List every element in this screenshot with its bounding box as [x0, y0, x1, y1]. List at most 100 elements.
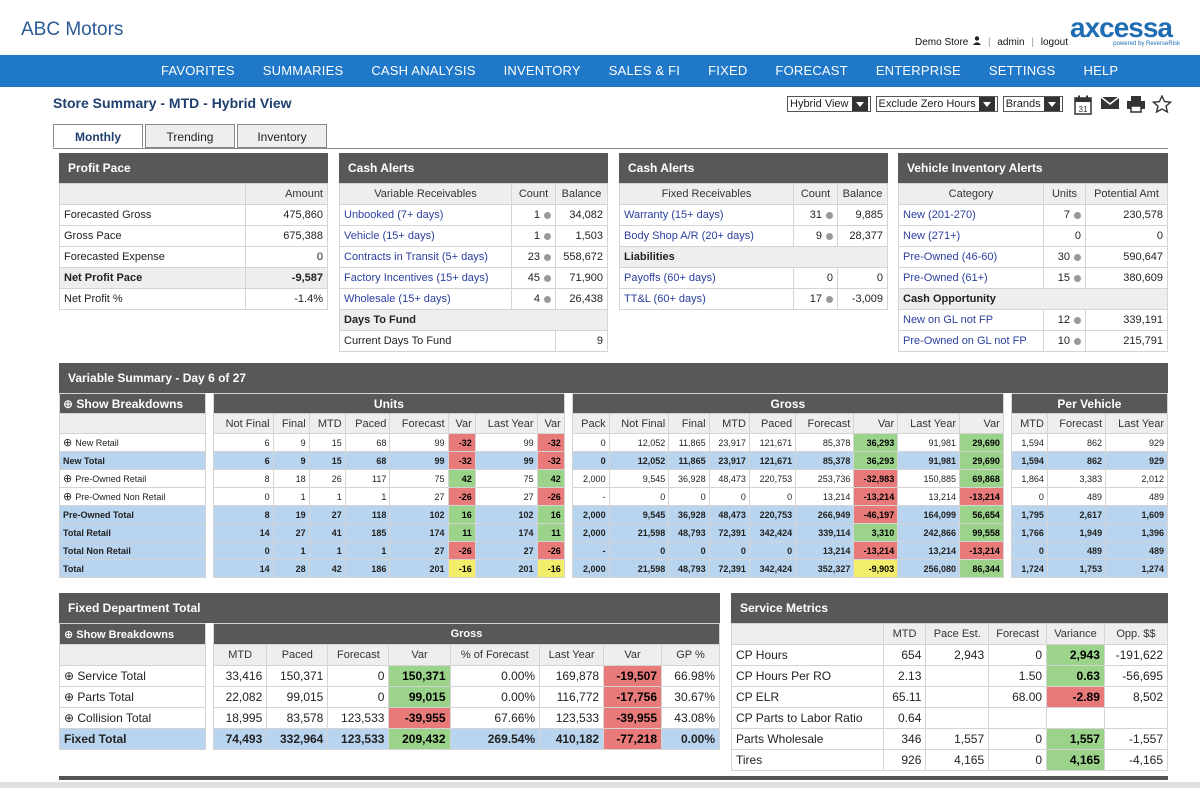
nav-cash-analysis[interactable]: CASH ANALYSIS — [371, 63, 476, 78]
info-icon[interactable] — [1074, 274, 1081, 282]
gross-cell: 123,533 — [539, 707, 605, 729]
inventory-link[interactable]: Pre-Owned (61+) — [898, 267, 1044, 289]
store-selector[interactable]: Demo Store — [915, 37, 969, 48]
inventory-link[interactable]: New (271+) — [898, 225, 1044, 247]
gross-cell: 150,371 — [388, 665, 451, 687]
nav-forecast[interactable]: FORECAST — [775, 63, 848, 78]
zero-hours-select[interactable]: Exclude Zero Hours — [875, 96, 998, 112]
units-cell: 201 — [389, 559, 449, 578]
info-icon[interactable] — [1074, 211, 1081, 219]
row-label[interactable]: ⊕ New Retail — [59, 433, 206, 452]
receivable-link[interactable]: Warranty (15+ days) — [619, 204, 794, 226]
row-label[interactable]: ⊕ Pre-Owned Non Retail — [59, 487, 206, 506]
gross-cell: -9,903 — [853, 559, 899, 578]
info-icon[interactable] — [544, 295, 551, 303]
column-headers: MTD Paced Forecast Var% of Forecast Last Yea… — [59, 644, 720, 666]
brands-select[interactable]: Brands — [1002, 96, 1063, 112]
col-header: Pace Est. — [925, 623, 990, 645]
fixed-department-table: ⊕ Show Breakdowns Gross MTD Paced Forecast… — [59, 623, 720, 750]
liability-link[interactable]: Payoffs (60+ days) — [619, 267, 794, 289]
tab-inventory[interactable]: Inventory — [237, 124, 327, 148]
gross-cell: -13,214 — [853, 541, 899, 560]
column-gap — [205, 505, 214, 524]
info-icon[interactable] — [544, 253, 551, 261]
receivable-link[interactable]: Body Shop A/R (20+ days) — [619, 225, 794, 247]
gross-cell: 0 — [571, 451, 610, 470]
per-vehicle-cell: 1,949 — [1046, 523, 1107, 542]
column-gap — [564, 487, 573, 506]
info-icon[interactable] — [826, 295, 833, 303]
fixed-department-panel: Fixed Department Total ⊕ Show Breakdowns… — [59, 593, 720, 750]
col-header: Amount — [244, 183, 329, 205]
admin-link[interactable]: admin — [997, 37, 1025, 48]
gross-cell: 0 — [668, 487, 710, 506]
row-label[interactable]: ⊕ Collision Total — [59, 707, 206, 729]
table-row: Payoffs (60+ days) 0 0 — [619, 267, 888, 289]
info-icon[interactable] — [826, 211, 833, 219]
email-icon[interactable] — [1100, 95, 1120, 113]
gross-cell: 9,545 — [608, 505, 670, 524]
calendar-icon[interactable]: 31 — [1073, 95, 1094, 115]
col-header: Not Final — [213, 413, 274, 434]
row-label[interactable]: ⊕ Pre-Owned Retail — [59, 469, 206, 488]
receivable-link[interactable]: Contracts in Transit (5+ days) — [339, 246, 512, 268]
plus-circle-icon: ⊕ — [63, 491, 76, 503]
gross-cell: 21,598 — [608, 523, 670, 542]
table-row: CP ELR 65.11 68.00 -2.89 8,502 — [731, 686, 1169, 708]
section-header: Cash Opportunity — [898, 288, 1168, 310]
receivable-link[interactable]: Unbooked (7+ days) — [339, 204, 512, 226]
gross-cell: 36,928 — [668, 505, 710, 524]
info-icon[interactable] — [544, 232, 551, 240]
gross-cell: 2,000 — [571, 523, 610, 542]
metric-cell: 8,502 — [1103, 686, 1169, 708]
info-icon[interactable] — [544, 274, 551, 282]
row-label[interactable]: ⊕ Service Total — [59, 665, 206, 687]
tab-monthly[interactable]: Monthly — [53, 124, 143, 148]
nav-sales-fi[interactable]: SALES & FI — [608, 63, 681, 78]
liability-link[interactable]: TT&L (60+ days) — [619, 288, 794, 310]
opportunity-link[interactable]: Pre-Owned on GL not FP — [898, 330, 1044, 352]
info-icon[interactable] — [826, 232, 833, 240]
metric-cell: 926 — [882, 749, 927, 771]
show-breakdowns-toggle[interactable]: ⊕ Show Breakdowns — [59, 623, 206, 645]
tab-trending[interactable]: Trending — [145, 124, 235, 148]
table-row: Net Profit % -1.4% — [59, 288, 329, 310]
info-icon[interactable] — [1074, 337, 1081, 345]
nav-summaries[interactable]: SUMMARIES — [262, 63, 344, 78]
info-icon[interactable] — [1074, 316, 1081, 324]
show-breakdowns-toggle[interactable]: ⊕ Show Breakdowns — [59, 393, 206, 414]
nav-enterprise[interactable]: ENTERPRISE — [875, 63, 961, 78]
nav-favorites[interactable]: FAVORITES — [161, 63, 235, 78]
row-label[interactable]: ⊕ Parts Total — [59, 686, 206, 708]
opportunity-link[interactable]: New on GL not FP — [898, 309, 1044, 331]
receivable-link[interactable]: Vehicle (15+ days) — [339, 225, 512, 247]
gross-cell: 69,868 — [959, 469, 1004, 488]
receivable-link[interactable]: Factory Incentives (15+ days) — [339, 267, 512, 289]
info-icon[interactable] — [1074, 253, 1081, 261]
page-title: Store Summary - MTD - Hybrid View — [53, 95, 292, 111]
col-header: Final — [272, 413, 310, 434]
nav-fixed[interactable]: FIXED — [708, 63, 748, 78]
logout-link[interactable]: logout — [1040, 37, 1068, 48]
gross-cell: 0 — [608, 487, 670, 506]
print-icon[interactable] — [1126, 95, 1146, 113]
table-row: Pre-Owned Total 8 19 27 118 102 16 102 16 2,000 9,… — [59, 505, 1168, 524]
metric-cell: 654 — [882, 644, 927, 666]
table-row: Net Profit Pace -9,587 — [59, 267, 329, 289]
favorite-star-icon[interactable] — [1151, 94, 1172, 114]
inventory-link[interactable]: New (201-270) — [898, 204, 1044, 226]
table-row: New (201-270) 7 230,578 — [898, 204, 1168, 226]
view-select[interactable]: Hybrid View — [787, 96, 871, 112]
receivable-link[interactable]: Wholesale (15+ days) — [339, 288, 512, 310]
info-icon[interactable] — [544, 211, 551, 219]
nav-inventory[interactable]: INVENTORY — [503, 63, 581, 78]
gross-cell: 72,391 — [708, 523, 750, 542]
row-label: CP Hours Per RO — [731, 665, 884, 687]
row-label-text: Collision Total — [77, 711, 152, 725]
nav-help[interactable]: HELP — [1083, 63, 1119, 78]
inventory-link[interactable]: Pre-Owned (46-60) — [898, 246, 1044, 268]
nav-settings[interactable]: SETTINGS — [988, 63, 1056, 78]
metric-cell: 0 — [988, 644, 1048, 666]
table-row: ⊕ Pre-Owned Retail 8 18 26 117 75 42 75 42 2,000 9… — [59, 469, 1168, 488]
service-metrics-table: MTD Pace Est. Forecast Variance Opp. $$ CP H… — [731, 623, 1169, 771]
